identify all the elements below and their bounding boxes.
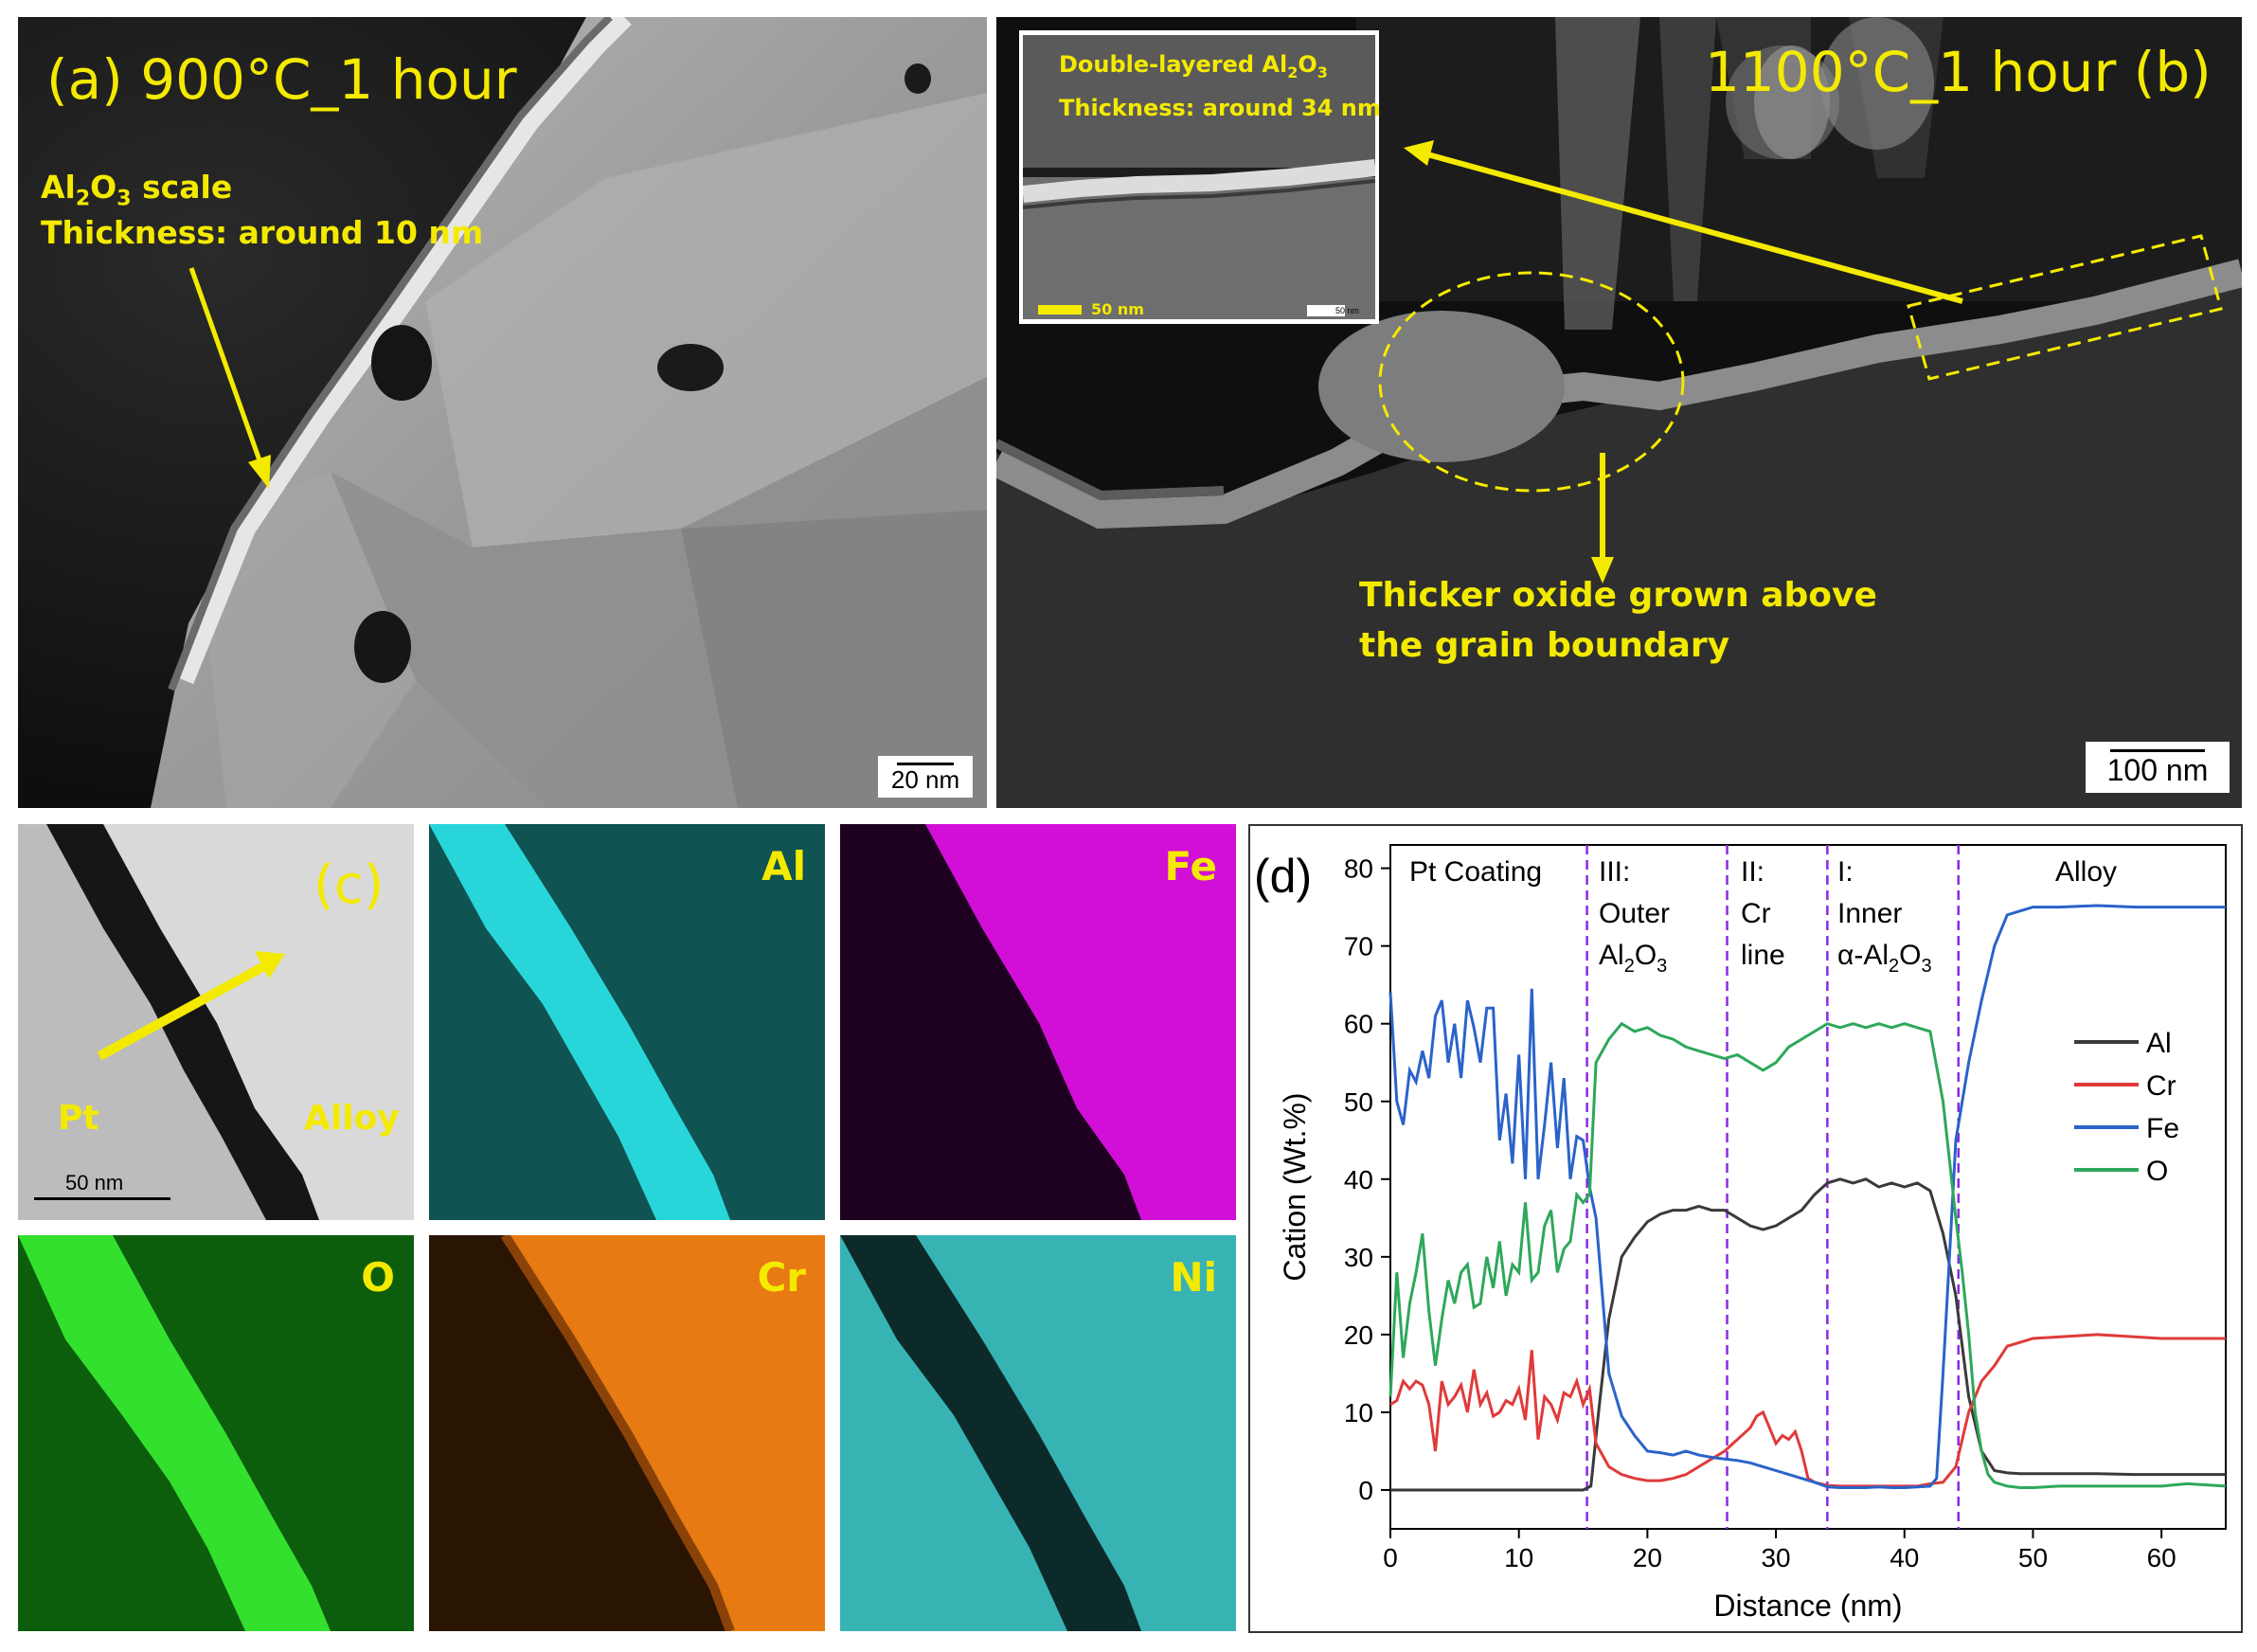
panel-b-inset: Double-layered Al2O3 Thickness: around 3… (1019, 30, 1381, 324)
panel-c-pt-label: Pt (58, 1099, 99, 1138)
y-tick-label: 50 (1344, 1087, 1373, 1117)
legend-label-cr: Cr (2146, 1070, 2176, 1102)
panel-a-scalebar: 20 nm (878, 756, 973, 798)
region-label: Alloy (2055, 856, 2117, 888)
panel-a-tem-image: (a) 900°C_1 hour Al2O3 scale Thickness: … (18, 17, 987, 808)
o-map-band (18, 1235, 331, 1631)
panel-b-annotation-line2: the grain boundary (1359, 626, 1730, 665)
y-tick-label: 0 (1358, 1476, 1373, 1505)
region-label: III: (1599, 856, 1630, 888)
x-tick-label: 0 (1383, 1543, 1398, 1572)
series-line-cr (1389, 1333, 2226, 1488)
plot-frame (1389, 844, 2227, 1530)
panel-b-overlays (1378, 140, 2223, 584)
x-tick-label: 60 (2147, 1543, 2176, 1572)
panel-c-arrow (97, 951, 285, 1061)
inset-o-text: O (1298, 51, 1317, 78)
inset-text-prefix: Double-layered Al (1059, 51, 1288, 78)
panel-c-haadf: (c) Pt Alloy 50 nm (18, 824, 414, 1220)
panel-d-line-profile: 0 10 20 30 40 50 60 0 10 20 30 40 50 60 70 80 Distance (… (1248, 824, 2243, 1633)
inset-scalebar-label: 50 nm (1091, 300, 1144, 318)
x-tick-label: 30 (1761, 1543, 1790, 1572)
eds-map-fe: Fe (840, 824, 1236, 1220)
cr-map-region (429, 1235, 735, 1631)
panel-c-label: (c) (313, 854, 385, 916)
region-label: Cr (1741, 898, 1771, 929)
line-profile-chart: 0 10 20 30 40 50 60 0 10 20 30 40 50 60 70 80 Distance (… (1254, 844, 2227, 1623)
series-line-al (1390, 1177, 2226, 1492)
panel-b-scalebar-label: 100 nm (2106, 753, 2209, 787)
x-tick-label: 40 (1890, 1543, 1919, 1572)
inset-micrograph (1023, 35, 1375, 319)
region-label: Pt Coating (1409, 856, 1542, 888)
legend-label-al: Al (2146, 1028, 2172, 1059)
panel-a-annotation-line1: Al2O3 scale (41, 169, 232, 211)
y-tick-label: 80 (1344, 854, 1373, 884)
eds-map-al: Al (429, 824, 825, 1220)
inset-sub-2: 2 (1287, 63, 1299, 81)
panel-c-alloy-label: Alloy (304, 1099, 400, 1138)
eds-map-cr: Cr (429, 1235, 825, 1631)
inset-annotation-line1: Double-layered Al2O3 (1059, 51, 1328, 81)
series-line-fe (1388, 904, 2226, 1489)
o-text: O (90, 169, 117, 206)
eds-map-fe-label: Fe (1164, 843, 1217, 889)
x-tick-label: 20 (1633, 1543, 1662, 1572)
panel-c-scalebar-bar (34, 1197, 170, 1200)
x-tick-label: 50 (2018, 1543, 2048, 1572)
x-axis-label: Distance (nm) (1713, 1589, 1902, 1623)
eds-map-al-label: Al (761, 843, 806, 889)
inset-sub-3: 3 (1317, 63, 1328, 81)
scale-text: scale (131, 169, 233, 206)
y-tick-label: 10 (1344, 1398, 1373, 1428)
region-label: I: (1837, 856, 1854, 888)
eds-map-ni: Ni (840, 1235, 1236, 1631)
region-label: line (1741, 940, 1785, 971)
eds-map-o-label: O (361, 1254, 395, 1301)
y-tick-label: 70 (1344, 932, 1373, 961)
panel-c-scalebar-label: 50 nm (65, 1171, 124, 1194)
al-text: Al (41, 169, 76, 206)
region-label: Al2O3 (1599, 940, 1667, 977)
y-tick-label: 40 (1344, 1165, 1373, 1194)
y-axis-label: Cation (Wt.%) (1278, 1092, 1312, 1281)
y-tick-label: 30 (1344, 1243, 1373, 1272)
panel-b-annotation-line1: Thicker oxide grown above (1359, 576, 1877, 615)
panel-a-micrograph (18, 17, 987, 808)
ni-map-band (840, 1235, 1141, 1631)
panel-a-annotation-line2: Thickness: around 10 nm (41, 214, 484, 251)
panel-d-label: (d) (1254, 850, 1312, 903)
inset-scalebar-bar (1038, 305, 1082, 314)
region-label: Outer (1599, 898, 1670, 929)
fe-map-region (925, 824, 1236, 1220)
al-map-band (429, 824, 730, 1220)
panel-b-label: 1100°C_1 hour (b) (1705, 40, 2212, 104)
region-label: Inner (1837, 898, 1902, 929)
inset-annotation-line2: Thickness: around 34 nm (1059, 95, 1381, 121)
panel-a-arrow (188, 267, 271, 489)
sub-3: 3 (116, 187, 132, 211)
panel-c-micrograph (18, 824, 414, 1220)
series-line-o (1388, 1021, 2227, 1489)
inset-small-scalebar: 50 nm (1335, 306, 1360, 315)
y-tick-label: 20 (1344, 1320, 1373, 1350)
sub-2: 2 (75, 187, 91, 211)
region-label: α-Al2O3 (1837, 940, 1932, 977)
eds-map-ni-label: Ni (1170, 1254, 1217, 1301)
panel-b-scalebar: 100 nm (2086, 742, 2230, 793)
region-label: II: (1741, 856, 1764, 888)
eds-map-o: O (18, 1235, 414, 1631)
eds-map-cr-label: Cr (757, 1254, 806, 1301)
panel-b-tem-image: Double-layered Al2O3 Thickness: around 3… (996, 17, 2242, 808)
panel-a-label: (a) 900°C_1 hour (46, 47, 517, 112)
legend-label-fe: Fe (2146, 1113, 2179, 1144)
y-tick-label: 60 (1344, 1010, 1373, 1039)
panel-a-scalebar-label: 20 nm (890, 765, 960, 794)
legend-label-o: O (2146, 1156, 2168, 1187)
x-tick-label: 10 (1504, 1543, 1533, 1572)
